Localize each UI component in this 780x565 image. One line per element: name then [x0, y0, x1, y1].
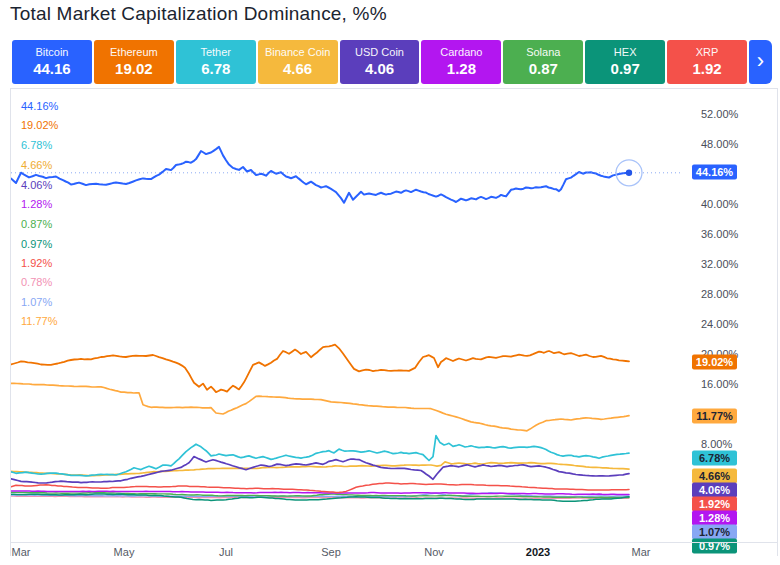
chip-tether[interactable]: Tether6.78	[176, 40, 256, 84]
price-badge: 0.97%	[692, 539, 737, 554]
legend-value: 1.92%	[21, 257, 52, 269]
chip-name: Binance Coin	[265, 45, 330, 59]
price-tick: 52.00%	[701, 108, 738, 120]
chip-value: 1.92	[692, 59, 721, 79]
price-tick: 16.00%	[701, 378, 738, 390]
chip-value: 4.06	[365, 59, 394, 79]
chip-name: Ethereum	[110, 45, 158, 59]
price-tick: 36.00%	[701, 228, 738, 240]
legend-value: 19.02%	[21, 119, 58, 131]
time-tick: 2023	[526, 546, 550, 558]
time-tick: May	[114, 546, 135, 558]
price-badge: 44.16%	[692, 165, 737, 180]
next-chips-button[interactable]: ›	[749, 40, 772, 84]
crypto-dominance-widget: Total Market Capitalization Dominance, %…	[0, 0, 780, 565]
chip-hex[interactable]: HEX0.97	[585, 40, 665, 84]
chip-binance-coin[interactable]: Binance Coin4.66	[258, 40, 338, 84]
price-badge: 4.06%	[692, 483, 737, 498]
chip-name: Bitcoin	[35, 45, 68, 59]
plot-area[interactable]	[11, 89, 684, 542]
price-tick: 8.00%	[701, 438, 732, 450]
chip-value: 4.66	[283, 59, 312, 79]
price-badge: 1.92%	[692, 497, 737, 512]
chip-value: 0.87	[529, 59, 558, 79]
chip-name: Tether	[200, 45, 231, 59]
legend-value: 1.28%	[21, 198, 52, 210]
chart-widget: 44.16%19.02%6.78%4.66%4.06%1.28%0.87%0.9…	[10, 88, 778, 556]
time-tick: Mar	[12, 546, 31, 558]
series-line-ethereum	[11, 345, 629, 392]
series-line-others	[11, 383, 629, 431]
chip-name: Cardano	[440, 45, 482, 59]
time-tick: Sep	[321, 546, 341, 558]
series-line-tether	[11, 436, 629, 476]
series-line-usd-coin	[11, 457, 629, 484]
chip-value: 0.97	[611, 59, 640, 79]
price-tick: 40.00%	[701, 198, 738, 210]
price-badge: 6.78%	[692, 451, 737, 466]
chip-cardano[interactable]: Cardano1.28	[421, 40, 501, 84]
legend-value: 0.87%	[21, 218, 52, 230]
chip-ethereum[interactable]: Ethereum19.02	[94, 40, 174, 84]
price-badge: 1.07%	[692, 525, 737, 540]
legend-value: 4.06%	[21, 179, 52, 191]
chip-value: 1.28	[447, 59, 476, 79]
legend-value: 1.07%	[21, 296, 52, 308]
chip-solana[interactable]: Solana0.87	[503, 40, 583, 84]
chevron-right-icon: ›	[757, 48, 764, 74]
chip-row: Bitcoin44.16Ethereum19.02Tether6.78Binan…	[12, 40, 772, 84]
chip-value: 19.02	[115, 59, 153, 79]
price-badge: 1.28%	[692, 511, 737, 526]
chip-bitcoin[interactable]: Bitcoin44.16	[12, 40, 92, 84]
legend-value: 44.16%	[21, 100, 58, 112]
price-tick: 48.00%	[701, 138, 738, 150]
chip-xrp[interactable]: XRP1.92	[667, 40, 747, 84]
price-badge: 4.66%	[692, 469, 737, 484]
page-title: Total Market Capitalization Dominance, %…	[10, 3, 387, 25]
price-tick: 28.00%	[701, 288, 738, 300]
time-tick: Nov	[424, 546, 444, 558]
chip-value: 6.78	[201, 59, 230, 79]
price-tick: 32.00%	[701, 258, 738, 270]
series-line-bitcoin	[11, 147, 629, 203]
legend-value: 11.77%	[21, 315, 58, 327]
chip-name: XRP	[696, 45, 719, 59]
price-tick: 24.00%	[701, 318, 738, 330]
time-axis-separator	[11, 542, 777, 543]
price-badge: 19.02%	[692, 355, 737, 370]
legend-value: 0.78%	[21, 276, 52, 288]
chip-usd-coin[interactable]: USD Coin4.06	[340, 40, 420, 84]
legend-value: 6.78%	[21, 139, 52, 151]
time-tick: Jul	[219, 546, 233, 558]
chip-name: USD Coin	[355, 45, 404, 59]
endpoint-dot	[626, 170, 632, 176]
chip-name: HEX	[614, 45, 637, 59]
legend-value: 0.97%	[21, 238, 52, 250]
chip-name: Solana	[526, 45, 560, 59]
chip-value: 44.16	[33, 59, 71, 79]
legend-value: 4.66%	[21, 159, 52, 171]
time-tick: Mar	[632, 546, 651, 558]
price-badge: 11.77%	[692, 409, 737, 424]
